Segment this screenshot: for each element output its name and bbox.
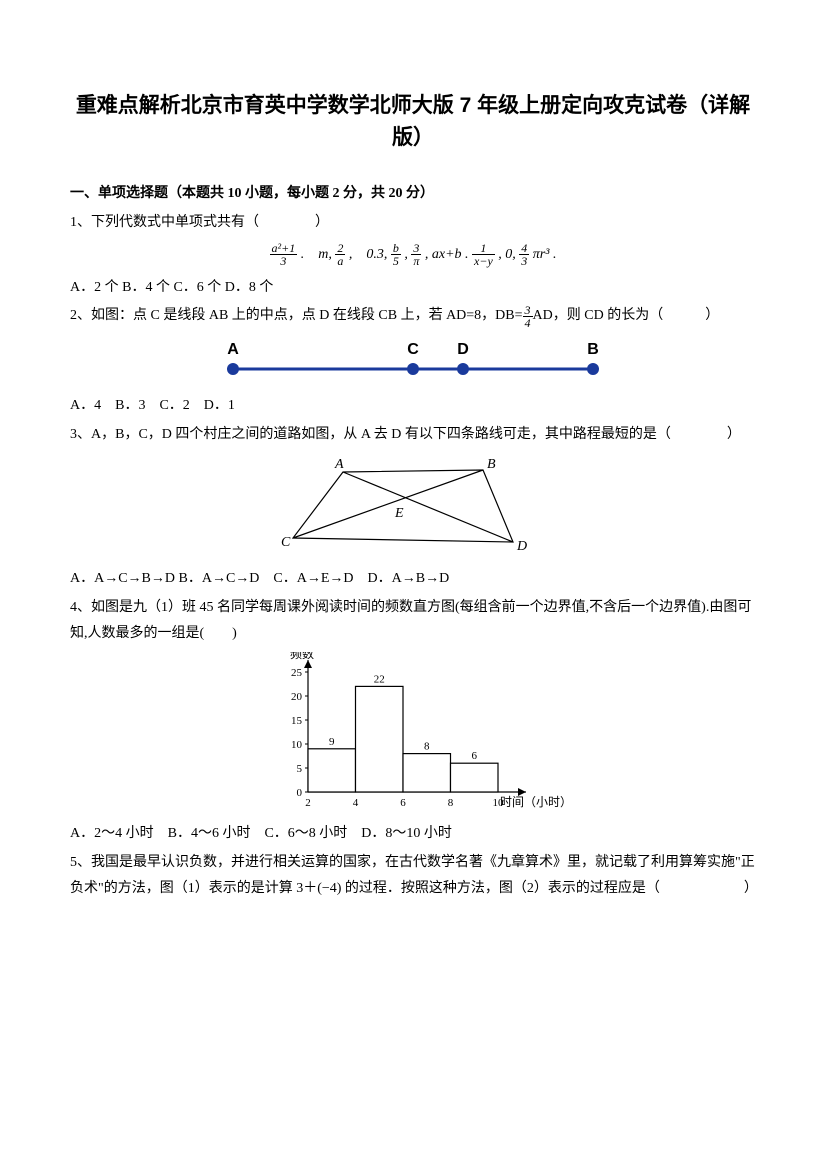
svg-text:4: 4 — [353, 797, 359, 809]
svg-text:2: 2 — [305, 797, 311, 809]
svg-text:6: 6 — [472, 750, 478, 762]
svg-text:B: B — [487, 457, 496, 472]
question-2: 2、如图：点 C 是线段 AB 上的中点，点 D 在线段 CB 上，若 AD=8… — [70, 303, 756, 419]
svg-text:9: 9 — [329, 736, 335, 748]
q5-stem: 5、我国是最早认识负数，并进行相关运算的国家，在古代数学名著《九章算术》里，就记… — [70, 850, 756, 903]
page-title: 重难点解析北京市育英中学数学北师大版 7 年级上册定向攻克试卷（详解 版） — [70, 90, 756, 153]
label-B: B — [587, 341, 599, 358]
title-line2: 版） — [392, 126, 434, 149]
question-1: 1、下列代数式中单项式共有（ ） a²+13 . m, 2a , 0.3, b5… — [70, 210, 756, 302]
q2-figure: A C D B — [203, 334, 623, 389]
question-5: 5、我国是最早认识负数，并进行相关运算的国家，在古代数学名著《九章算术》里，就记… — [70, 850, 756, 903]
svg-text:20: 20 — [291, 691, 303, 703]
q3-options: A．A→C→B→D B．A→C→D C．A→E→D D．A→B→D — [70, 566, 756, 593]
title-line1: 重难点解析北京市育英中学数学北师大版 7 年级上册定向攻克试卷（详解 — [76, 94, 750, 117]
svg-text:25: 25 — [291, 667, 303, 679]
svg-text:E: E — [394, 506, 404, 521]
q2-stem: 2、如图：点 C 是线段 AB 上的中点，点 D 在线段 CB 上，若 AD=8… — [70, 303, 756, 330]
svg-text:22: 22 — [374, 673, 385, 685]
svg-text:频数: 频数 — [290, 652, 314, 661]
label-C: C — [407, 341, 419, 358]
svg-text:C: C — [281, 535, 291, 550]
svg-text:15: 15 — [291, 715, 303, 727]
svg-text:8: 8 — [424, 741, 430, 753]
svg-text:8: 8 — [448, 797, 454, 809]
q1-stem: 1、下列代数式中单项式共有（ ） — [70, 210, 756, 237]
q3-stem: 3、A，B，C，D 四个村庄之间的道路如图，从 A 去 D 有以下四条路线可走，… — [70, 422, 756, 449]
q4-histogram: 051015202524681092286频数时间（小时） — [253, 652, 573, 817]
label-D: D — [457, 341, 469, 358]
q3-figure: A B D C E — [273, 452, 553, 562]
q4-options: A．2～4 小时 B．4～6 小时 C．6～8 小时 D．8～10 小时 — [70, 821, 756, 848]
label-A: A — [227, 341, 239, 358]
question-3: 3、A，B，C，D 四个村庄之间的道路如图，从 A 去 D 有以下四条路线可走，… — [70, 422, 756, 593]
q2-options: A．4 B．3 C．2 D．1 — [70, 393, 756, 420]
q1-options: A．2 个 B．4 个 C．6 个 D．8 个 — [70, 275, 756, 302]
svg-text:D: D — [516, 539, 527, 554]
svg-text:A: A — [334, 457, 344, 472]
q1-formula: a²+13 . m, 2a , 0.3, b5 , 3π , ax+b . 1x… — [70, 242, 756, 269]
svg-text:6: 6 — [400, 797, 406, 809]
q4-stem: 4、如图是九（1）班 45 名同学每周课外阅读时间的频数直方图(每组含前一个边界… — [70, 595, 756, 648]
svg-text:0: 0 — [297, 787, 303, 799]
svg-text:时间（小时）: 时间（小时） — [500, 795, 572, 809]
section-heading: 一、单项选择题（本题共 10 小题，每小题 2 分，共 20 分） — [70, 181, 756, 208]
svg-text:5: 5 — [297, 763, 303, 775]
svg-text:10: 10 — [291, 739, 303, 751]
question-4: 4、如图是九（1）班 45 名同学每周课外阅读时间的频数直方图(每组含前一个边界… — [70, 595, 756, 848]
